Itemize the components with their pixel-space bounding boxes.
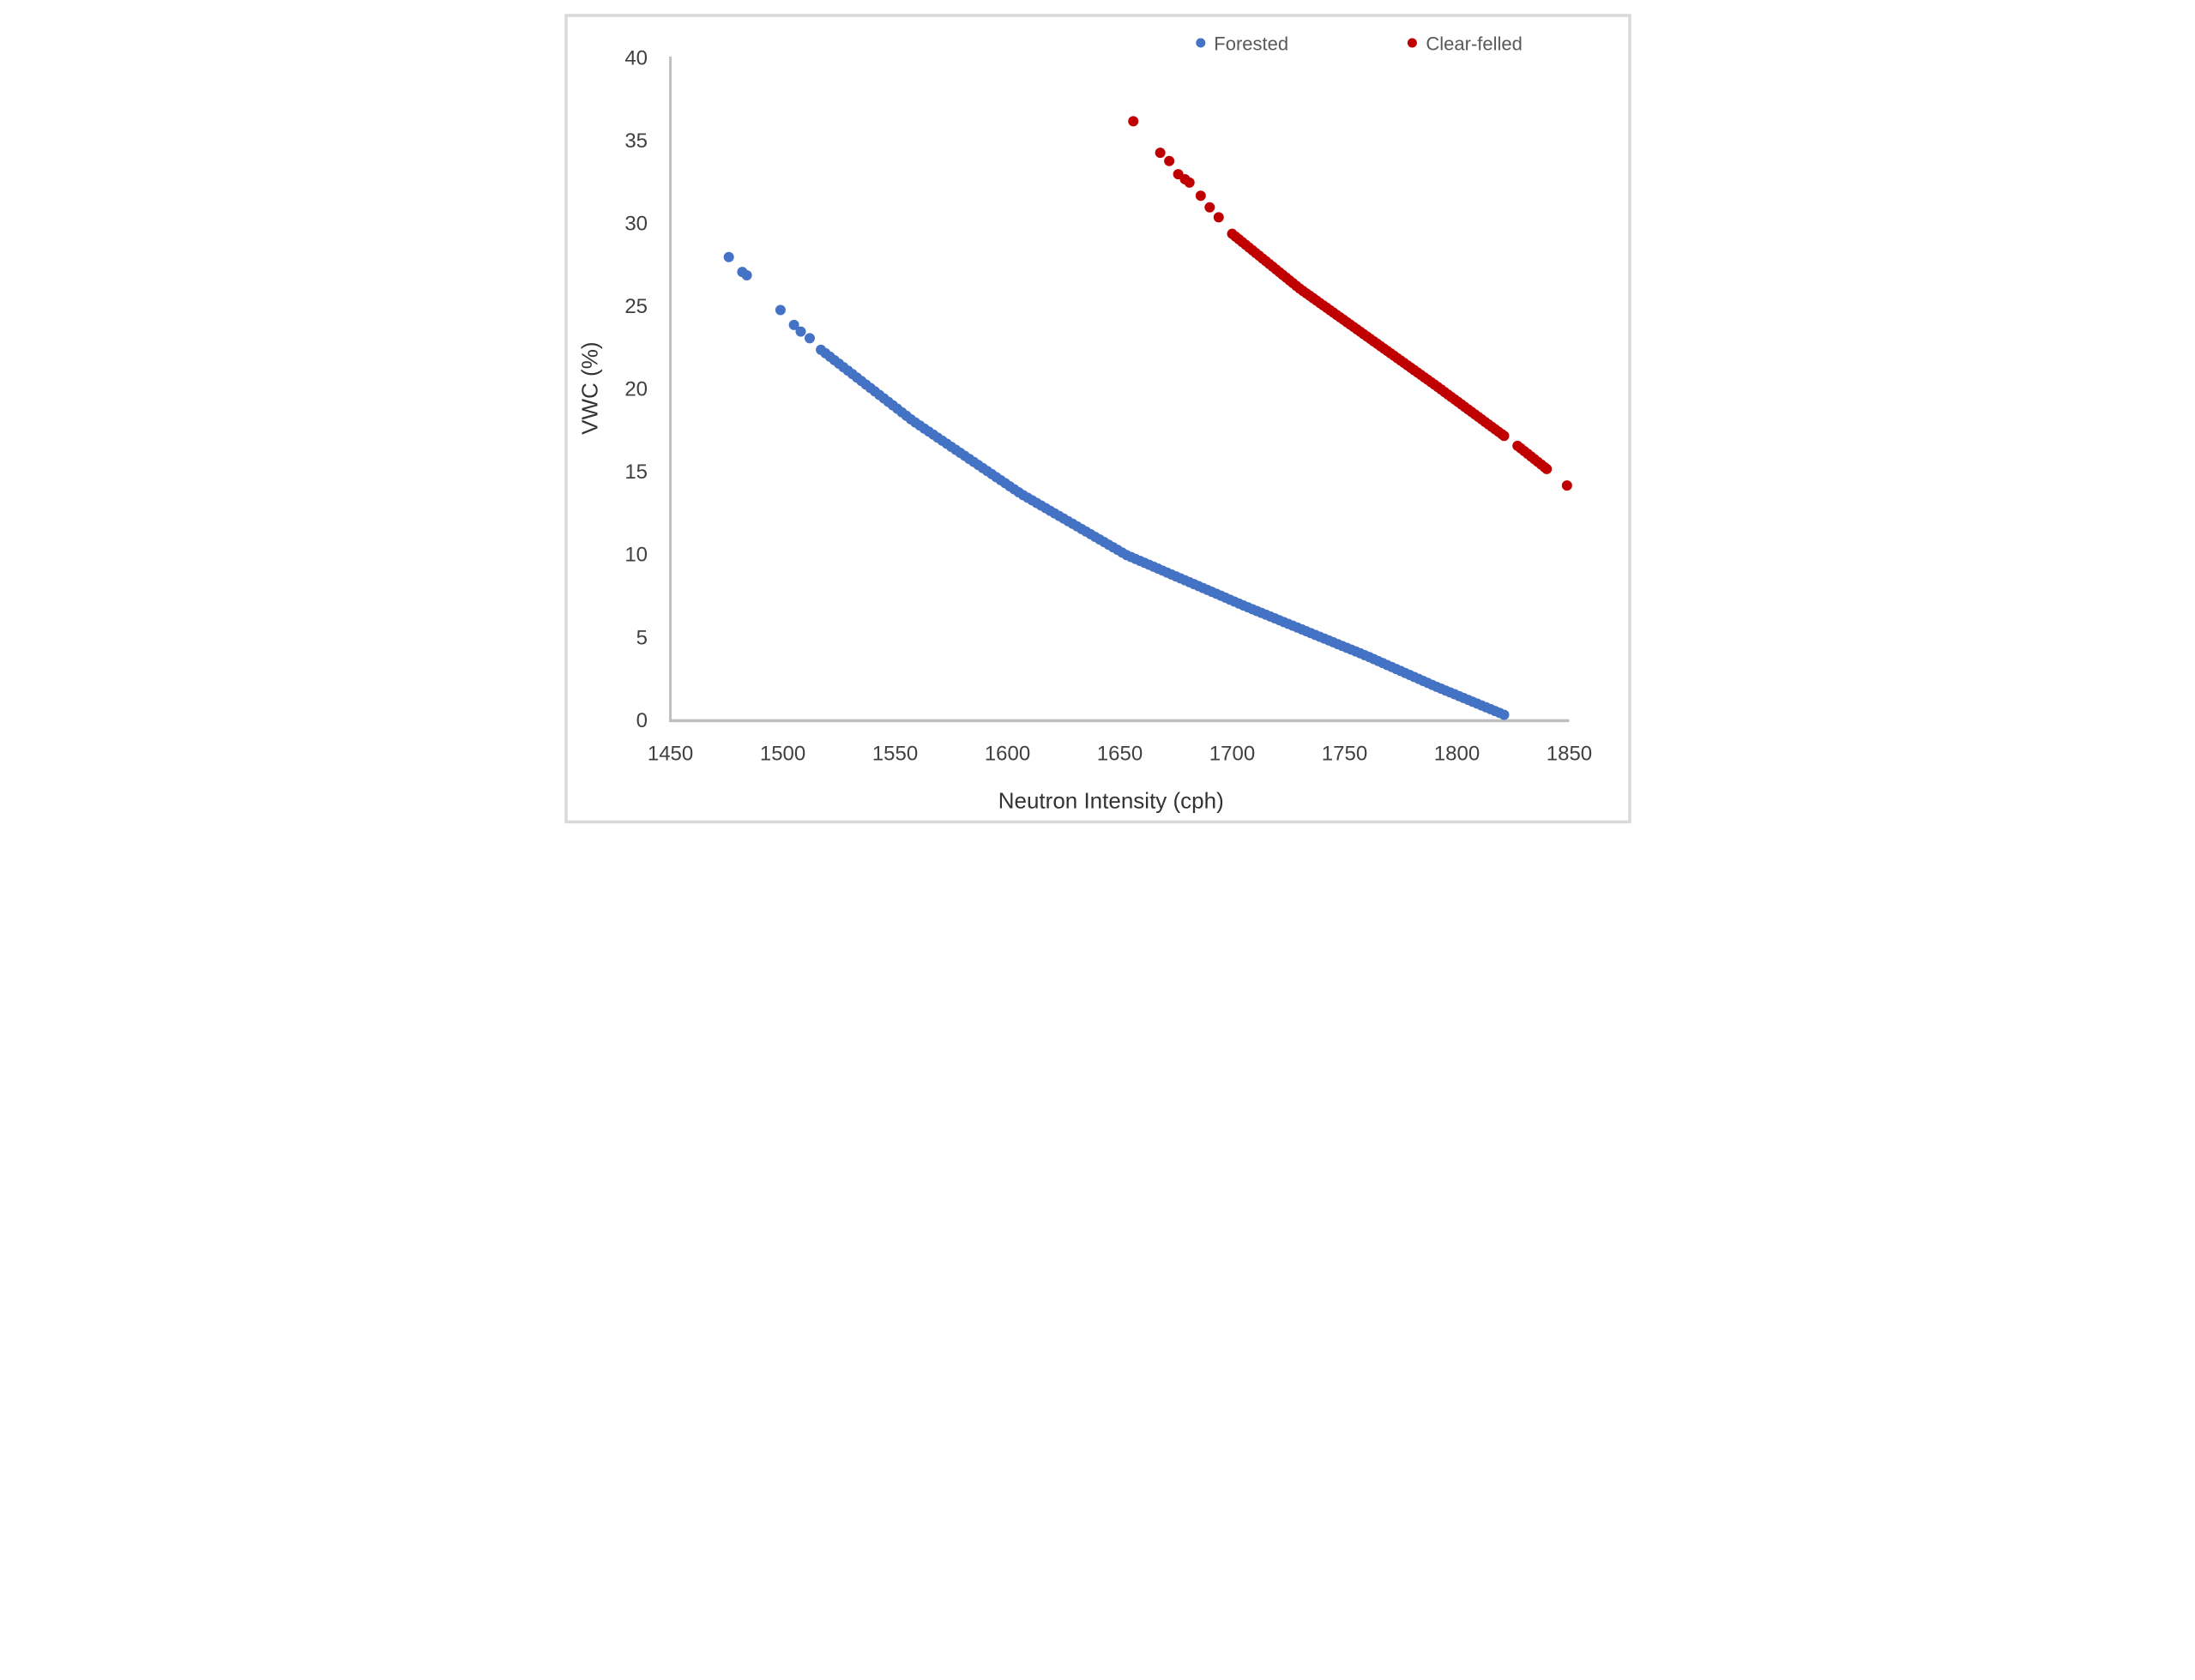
y-tick-label: 20: [624, 378, 648, 401]
series-clear-felled: [1127, 116, 1572, 491]
data-point: [1195, 190, 1206, 202]
data-point: [788, 319, 799, 330]
data-point: [795, 326, 806, 337]
data-point: [741, 269, 752, 280]
chart-figure: 0 5 10 15 20 25 30 35 40 1450 1500 1550 1600 1650 1700…: [549, 0, 1647, 840]
axes-layer: 0 5 10 15 20 25 30 35 40 1450 1500 1550 1600 1650 1700…: [624, 47, 1592, 766]
legend-marker-forested: [1195, 38, 1205, 48]
data-point: [1163, 155, 1174, 166]
y-tick-label: 15: [624, 461, 648, 484]
data-point: [804, 333, 815, 344]
legend-marker-clear-felled: [1407, 38, 1417, 48]
x-tick-label: 1700: [1209, 742, 1254, 765]
y-tick-label: 0: [636, 709, 647, 732]
data-point: [1155, 148, 1166, 159]
data-point: [775, 304, 786, 316]
x-tick-label: 1450: [647, 742, 692, 765]
data-point: [1498, 709, 1509, 720]
y-axis-title: VWC (%): [576, 342, 602, 435]
x-tick-label: 1600: [984, 742, 1029, 765]
data-point: [1541, 463, 1552, 474]
x-tick-label: 1500: [759, 742, 805, 765]
y-tick-label: 30: [624, 213, 648, 236]
x-axis-title: Neutron Intensity (cph): [998, 787, 1223, 813]
y-tick-label: 40: [624, 47, 648, 70]
x-tick-label: 1800: [1433, 742, 1479, 765]
y-tick-label: 5: [636, 626, 647, 649]
x-tick-label: 1650: [1096, 742, 1142, 765]
data-point: [1213, 212, 1224, 223]
x-tick-label: 1750: [1321, 742, 1366, 765]
legend-label-clear-felled: Clear-felled: [1426, 33, 1523, 55]
y-tick-label: 10: [624, 544, 648, 567]
series-forested: [723, 251, 1509, 720]
scatter-chart: 0 5 10 15 20 25 30 35 40 1450 1500 1550 1600 1650 1700…: [564, 14, 1631, 824]
data-point: [1127, 116, 1138, 127]
data-point: [1203, 202, 1215, 213]
data-points-layer: [723, 116, 1572, 720]
figure-border: [564, 14, 1631, 824]
data-point: [1184, 177, 1195, 188]
data-point: [723, 251, 734, 262]
legend-label-forested: Forested: [1214, 33, 1288, 55]
y-tick-label: 35: [624, 129, 648, 153]
data-point: [1561, 480, 1572, 491]
x-tick-label: 1850: [1546, 742, 1591, 765]
y-tick-label: 25: [624, 295, 648, 318]
x-tick-label: 1550: [871, 742, 917, 765]
legend: Forested Clear-felled: [1195, 33, 1523, 55]
data-point: [1498, 431, 1509, 442]
